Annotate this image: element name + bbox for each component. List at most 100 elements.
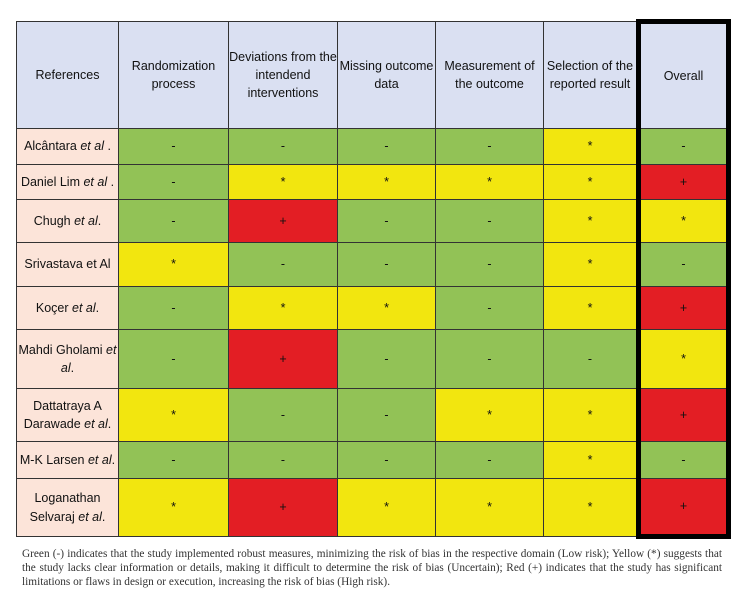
rating-cell: -: [118, 164, 229, 200]
header-selection: Selection of the reported result: [543, 21, 639, 129]
rating-cell: -: [118, 329, 229, 389]
reference-name: M-K Larsen: [19, 452, 88, 467]
reference-suffix: .: [111, 452, 116, 467]
reference-et-al: et al: [74, 213, 98, 228]
header-measurement: Measurement of the outcome: [435, 21, 544, 129]
header-deviations: Deviations from the intendend interventi…: [228, 21, 338, 129]
overall-rating-cell: +: [636, 388, 731, 442]
reference-suffix: .: [95, 300, 100, 315]
reference-suffix: .: [97, 213, 102, 228]
rating-cell: -: [228, 128, 338, 165]
rating-cell: -: [337, 441, 436, 479]
overall-rating-cell: +: [636, 478, 731, 539]
reference-suffix: .: [107, 174, 115, 189]
rating-cell: -: [228, 388, 338, 442]
rating-cell: *: [337, 478, 436, 537]
rating-cell: *: [118, 478, 229, 537]
header-randomization: Randomization process: [118, 21, 229, 129]
reference-et-al: et al: [78, 509, 102, 524]
risk-of-bias-table: References Randomization process Deviati…: [16, 19, 731, 539]
table-row: Dattatraya A Darawade et al. * - - * * +: [16, 388, 731, 442]
rating-cell: *: [435, 388, 544, 442]
reference-et-al: et al: [60, 342, 117, 375]
rating-cell: *: [228, 164, 338, 200]
rating-cell: -: [228, 242, 338, 287]
reference-cell: Loganathan Selvaraj et al.: [16, 478, 119, 537]
overall-rating-cell: -: [636, 242, 731, 287]
rating-cell: *: [435, 478, 544, 537]
reference-suffix: .: [103, 139, 111, 154]
rating-cell: -: [435, 199, 544, 243]
rating-cell: +: [228, 199, 338, 243]
rating-cell: *: [337, 286, 436, 330]
rating-cell: *: [543, 441, 639, 479]
rating-cell: *: [543, 478, 639, 537]
rating-cell: -: [435, 286, 544, 330]
rating-cell: *: [543, 242, 639, 287]
reference-et-al: et al: [80, 139, 104, 154]
table-row: Mahdi Gholami et al. - + - - - *: [16, 329, 731, 389]
rating-cell: -: [118, 286, 229, 330]
rating-cell: *: [118, 388, 229, 442]
header-references: References: [16, 21, 119, 129]
reference-cell: Daniel Lim et al .: [16, 164, 119, 200]
rating-cell: -: [337, 242, 436, 287]
header-missing-data: Missing outcome data: [337, 21, 436, 129]
reference-suffix: .: [70, 361, 75, 375]
reference-name: Koçer: [35, 300, 72, 315]
rating-cell: -: [435, 128, 544, 165]
reference-suffix: .: [101, 509, 106, 524]
rating-cell: *: [337, 164, 436, 200]
overall-rating-cell: *: [636, 199, 731, 243]
reference-et-al: et al: [84, 417, 108, 431]
table-row: Loganathan Selvaraj et al. * + * * * +: [16, 478, 731, 539]
rating-cell: +: [228, 478, 338, 537]
rating-cell: -: [118, 128, 229, 165]
rating-cell: -: [543, 329, 639, 389]
header-row: References Randomization process Deviati…: [16, 19, 731, 129]
rating-cell: -: [118, 441, 229, 479]
reference-name: Dattatraya A Darawade: [23, 398, 102, 431]
rating-cell: -: [435, 242, 544, 287]
reference-cell: M-K Larsen et al.: [16, 441, 119, 479]
rating-cell: *: [543, 164, 639, 200]
reference-cell: Srivastava et Al: [16, 242, 119, 287]
rating-cell: -: [435, 329, 544, 389]
rating-cell: *: [118, 242, 229, 287]
reference-name: Loganathan Selvaraj: [29, 491, 101, 524]
reference-cell: Alcântara et al .: [16, 128, 119, 165]
reference-cell: Dattatraya A Darawade et al.: [16, 388, 119, 442]
table-row: Alcântara et al . - - - - * -: [16, 128, 731, 165]
reference-cell: Chugh et al.: [16, 199, 119, 243]
rating-cell: -: [337, 329, 436, 389]
reference-cell: Mahdi Gholami et al.: [16, 329, 119, 389]
overall-rating-cell: +: [636, 164, 731, 200]
overall-rating-cell: -: [636, 128, 731, 165]
rating-cell: +: [228, 329, 338, 389]
reference-et-al: et al: [72, 300, 96, 315]
figure-caption: Green (-) indicates that the study imple…: [22, 548, 722, 588]
rating-cell: *: [543, 286, 639, 330]
rating-cell: *: [228, 286, 338, 330]
overall-rating-cell: -: [636, 441, 731, 479]
rating-cell: *: [543, 388, 639, 442]
header-overall: Overall: [636, 19, 731, 129]
reference-et-al: et al: [87, 452, 112, 467]
rating-cell: *: [435, 164, 544, 200]
rating-cell: -: [337, 199, 436, 243]
reference-cell: Koçer et al.: [16, 286, 119, 330]
reference-name: Alcântara: [24, 139, 81, 154]
rating-cell: -: [337, 388, 436, 442]
rating-cell: *: [543, 128, 639, 165]
overall-rating-cell: +: [636, 286, 731, 330]
rating-cell: -: [337, 128, 436, 165]
reference-et-al: et al: [83, 174, 108, 189]
reference-name: Mahdi Gholami: [18, 342, 107, 357]
table-row: Koçer et al. - * * - * +: [16, 286, 731, 330]
reference-name: Srivastava et Al: [24, 257, 111, 272]
table-row: Chugh et al. - + - - * *: [16, 199, 731, 243]
table-row: Srivastava et Al * - - - * -: [16, 242, 731, 287]
reference-suffix: .: [107, 417, 112, 431]
rating-cell: *: [543, 199, 639, 243]
reference-name: Chugh: [33, 213, 75, 228]
